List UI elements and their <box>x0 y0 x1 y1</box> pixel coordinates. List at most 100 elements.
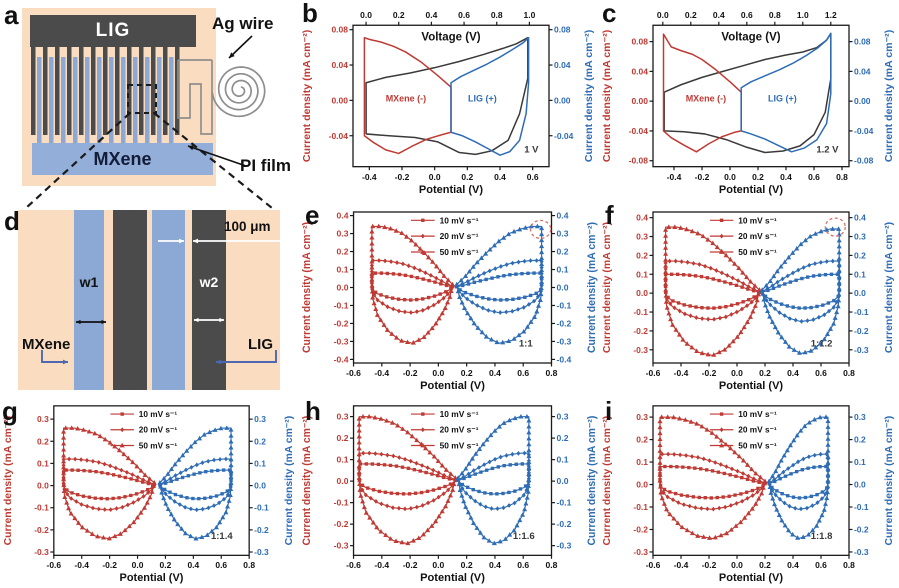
svg-text:-0.3: -0.3 <box>254 547 269 557</box>
svg-text:Potential (V): Potential (V) <box>120 572 184 584</box>
mxene-label: MXene <box>93 148 152 169</box>
svg-text:-0.08: -0.08 <box>629 156 649 166</box>
svg-text:1:1.4: 1:1.4 <box>211 530 233 541</box>
svg-text:Current density (mA cm⁻²): Current density (mA cm⁻²) <box>883 222 895 353</box>
svg-text:0.0: 0.0 <box>557 476 569 486</box>
svg-text:0.2: 0.2 <box>685 10 697 20</box>
svg-text:0.8: 0.8 <box>546 368 558 378</box>
svg-text:0.3: 0.3 <box>854 232 866 242</box>
svg-text:0.6: 0.6 <box>808 172 820 182</box>
svg-text:0.08: 0.08 <box>631 37 648 47</box>
svg-text:MXene (-): MXene (-) <box>386 94 426 104</box>
svg-text:0.2: 0.2 <box>461 560 473 570</box>
svg-text:0.1: 0.1 <box>557 455 569 465</box>
svg-text:-0.3: -0.3 <box>854 345 869 355</box>
svg-text:-0.1: -0.1 <box>254 503 269 513</box>
svg-text:0.04: 0.04 <box>631 66 648 76</box>
svg-text:-0.4: -0.4 <box>674 368 689 378</box>
panel-letter-h: h <box>305 396 321 426</box>
chart-b: -0.4 -0.2 0.0 0.2 0.4 0.6 Potential (V) 0.0 0.2 0… <box>301 10 595 196</box>
series-b-2 <box>450 36 530 156</box>
series-e-2 <box>369 223 456 345</box>
lig-label: LIG <box>95 20 131 41</box>
svg-text:-0.3: -0.3 <box>334 336 349 346</box>
svg-text:-0.4: -0.4 <box>374 368 389 378</box>
svg-text:Potential (V): Potential (V) <box>719 572 783 584</box>
svg-text:0.3: 0.3 <box>337 412 349 422</box>
svg-text:0.4: 0.4 <box>854 213 866 223</box>
svg-text:-0.1: -0.1 <box>34 503 49 513</box>
svg-text:-0.3: -0.3 <box>633 547 648 557</box>
svg-text:0.2: 0.2 <box>37 436 49 446</box>
series-c-1 <box>662 33 742 153</box>
svg-text:0.1: 0.1 <box>337 265 349 275</box>
panel-b-chart: b -0.4 -0.2 0.0 0.2 0.4 0.6 Potential (V) 0.0 0.… <box>299 0 599 200</box>
svg-text:Voltage (V): Voltage (V) <box>421 31 480 43</box>
svg-text:0.04: 0.04 <box>554 60 571 70</box>
svg-text:0.1: 0.1 <box>636 269 648 279</box>
lig-electrode-bar: LIG <box>30 15 196 47</box>
panel-letter-f: f <box>605 200 614 230</box>
panel-letter-a: a <box>4 0 19 30</box>
svg-text:0.3: 0.3 <box>854 412 866 422</box>
svg-text:0.08: 0.08 <box>554 25 571 35</box>
svg-text:0.6: 0.6 <box>815 368 827 378</box>
ag-wire-label: Ag wire <box>212 14 274 33</box>
series-b-0 <box>365 36 529 156</box>
mxene-stripe-2 <box>152 210 185 390</box>
svg-text:0.4: 0.4 <box>425 10 437 20</box>
svg-text:-0.1: -0.1 <box>633 502 648 512</box>
mxene-stripe-1 <box>74 210 104 390</box>
svg-text:0.3: 0.3 <box>557 412 569 422</box>
series-e-5 <box>454 223 545 345</box>
legend: 10 mV s⁻¹ 20 mV s⁻¹ 50 mV s⁻¹ <box>410 409 479 450</box>
svg-text:0.6: 0.6 <box>527 172 539 182</box>
svg-text:0.0: 0.0 <box>636 480 648 490</box>
svg-text:0.8: 0.8 <box>546 560 558 570</box>
svg-text:-0.6: -0.6 <box>646 560 661 570</box>
svg-text:0.2: 0.2 <box>337 433 349 443</box>
svg-text:0.3: 0.3 <box>557 229 569 239</box>
svg-text:0.0: 0.0 <box>337 476 349 486</box>
svg-text:0.6: 0.6 <box>517 560 529 570</box>
svg-text:-0.2: -0.2 <box>633 326 648 336</box>
svg-text:Potential (V): Potential (V) <box>420 380 485 392</box>
svg-text:0.0: 0.0 <box>557 283 569 293</box>
svg-text:-0.4: -0.4 <box>374 560 389 570</box>
svg-text:-0.3: -0.3 <box>34 547 49 557</box>
svg-text:-0.2: -0.2 <box>334 519 349 529</box>
svg-text:0.2: 0.2 <box>254 436 266 446</box>
svg-text:1.2: 1.2 <box>825 10 837 20</box>
highlight-circle <box>529 219 552 240</box>
svg-text:-0.1: -0.1 <box>334 301 349 311</box>
svg-text:0.0: 0.0 <box>132 560 144 570</box>
panel-letter-b: b <box>302 0 318 28</box>
svg-text:0.4: 0.4 <box>494 172 506 182</box>
svg-text:Current density (mA cm⁻²): Current density (mA cm⁻²) <box>586 222 598 353</box>
panel-f-chart: f -0.6 -0.4 -0.2 0.0 0.2 0.4 0.6 0.8 Potential (… <box>599 198 899 396</box>
svg-text:-0.2: -0.2 <box>254 525 269 535</box>
svg-text:1:1: 1:1 <box>519 338 534 349</box>
svg-text:0.1: 0.1 <box>37 458 49 468</box>
svg-text:Current density (mA cm⁻²): Current density (mA cm⁻²) <box>883 30 895 162</box>
highlight-circle <box>824 217 846 237</box>
svg-text:Potential (V): Potential (V) <box>419 184 483 196</box>
svg-text:0.0: 0.0 <box>429 172 441 182</box>
svg-text:0.4: 0.4 <box>489 368 501 378</box>
svg-text:Current density (mA cm⁻²): Current density (mA cm⁻²) <box>583 30 595 162</box>
svg-text:10 mV s⁻¹: 10 mV s⁻¹ <box>139 410 178 419</box>
svg-text:-0.2: -0.2 <box>334 318 349 328</box>
series-h-2 <box>356 413 458 546</box>
svg-text:0.0: 0.0 <box>254 481 266 491</box>
svg-text:-0.08: -0.08 <box>854 156 874 166</box>
svg-text:-0.1: -0.1 <box>633 307 648 317</box>
svg-text:10 mV s⁻¹: 10 mV s⁻¹ <box>440 215 479 225</box>
svg-text:0.1: 0.1 <box>557 265 569 275</box>
svg-text:20 mV s⁻¹: 20 mV s⁻¹ <box>440 425 479 435</box>
svg-text:0.0: 0.0 <box>657 10 669 20</box>
svg-text:0.2: 0.2 <box>557 433 569 443</box>
svg-text:0.4: 0.4 <box>713 10 725 20</box>
mxene-finger-array <box>31 57 181 143</box>
svg-text:0.0: 0.0 <box>360 10 372 20</box>
svg-text:0.0: 0.0 <box>731 368 743 378</box>
